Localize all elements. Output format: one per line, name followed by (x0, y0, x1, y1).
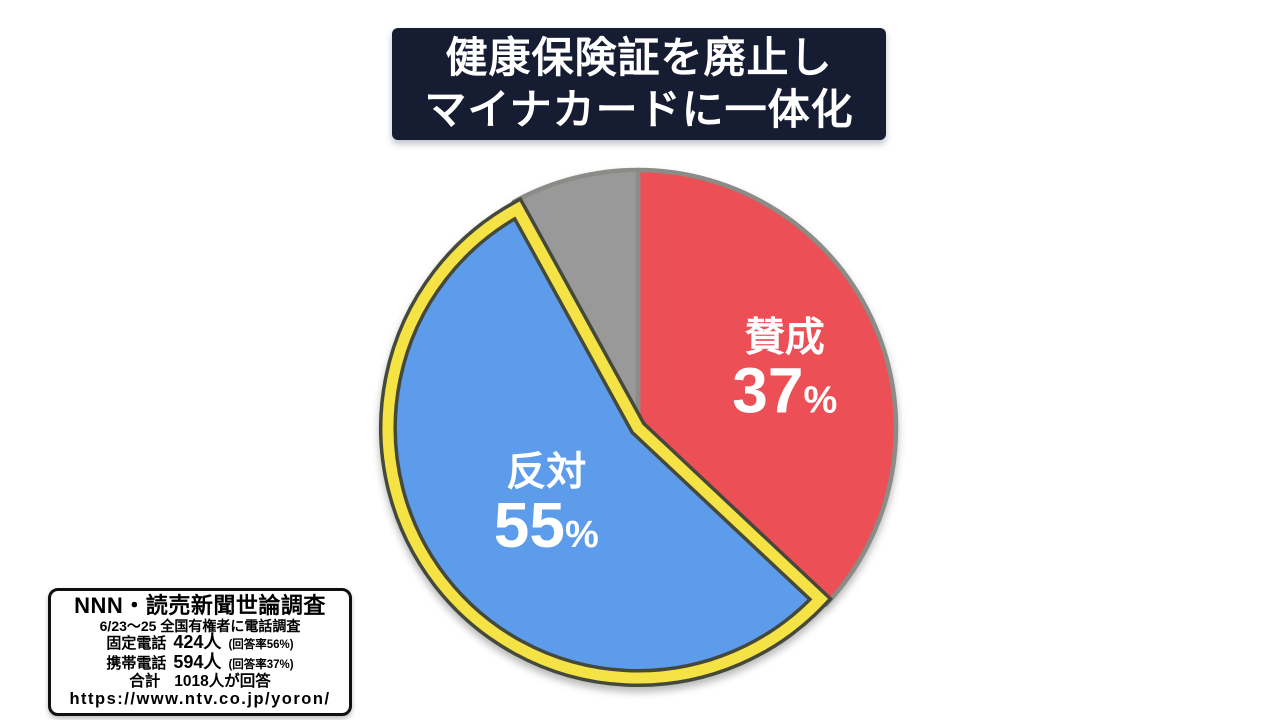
slice-label-agree: 賛成 (745, 315, 825, 359)
total-label: 合計 (129, 673, 161, 690)
mobile-label: 携帯電話 (106, 655, 167, 672)
survey-landline-row: 固定電話 424人 (回答率56%) (57, 632, 343, 654)
survey-mobile-row: 携帯電話 594人 (回答率37%) (57, 652, 343, 674)
survey-url: https://www.ntv.co.jp/yoron/ (69, 690, 331, 708)
landline-label: 固定電話 (106, 635, 167, 652)
mobile-value: 594人 (173, 652, 222, 672)
headline-banner: 健康保険証を廃止し マイナカードに一体化 (392, 28, 886, 140)
headline-line-2: マイナカードに一体化 (424, 86, 854, 133)
slice-value-agree: 37% (732, 354, 837, 426)
mobile-response-rate: (回答率37%) (228, 659, 294, 671)
landline-response-rate: (回答率56%) (228, 639, 294, 651)
survey-title: NNN・読売新聞世論調査 (74, 593, 326, 618)
pie-slice-oppose (388, 208, 821, 678)
slice-label-oppose: 反対 (506, 450, 586, 494)
total-value: 1018人が回答 (174, 673, 271, 690)
highlight-ring (382, 201, 829, 684)
pie-slice-agree (635, 167, 899, 607)
headline-line-1: 健康保険証を廃止し (445, 34, 833, 81)
survey-method: 6/23〜25 全国有権者に電話調査 (99, 618, 301, 634)
survey-info-box: NNN・読売新聞世論調査 6/23〜25 全国有権者に電話調査 固定電話 424… (48, 588, 352, 716)
slice-value-oppose: 55% (494, 489, 599, 561)
survey-total-row: 合計 1018人が回答 (57, 674, 343, 690)
landline-value: 424人 (173, 632, 222, 652)
